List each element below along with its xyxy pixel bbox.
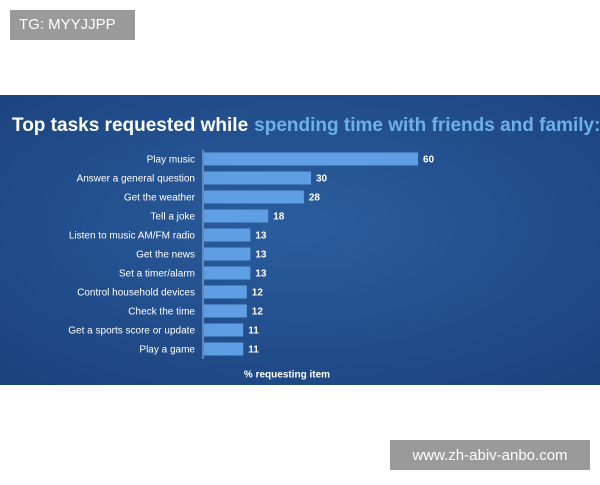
bar: [204, 152, 418, 166]
bar: [204, 266, 251, 280]
category-label: Get the news: [136, 250, 195, 261]
category-label: Tell a joke: [151, 212, 196, 223]
bar: [204, 171, 311, 185]
category-label: Answer a general question: [77, 174, 195, 185]
title-part: spending time with friends and family:: [254, 115, 600, 136]
bar: [204, 342, 244, 356]
value-label: 13: [255, 269, 267, 280]
watermark-box: [10, 10, 135, 40]
value-label: 30: [316, 174, 328, 185]
category-label: Check the time: [128, 307, 195, 318]
bar: [204, 190, 304, 204]
bar: [204, 247, 251, 261]
category-label: Set a timer/alarm: [119, 269, 195, 280]
category-label: Play music: [147, 155, 195, 166]
title-part: Top tasks requested while: [12, 115, 248, 136]
category-label: Play a game: [139, 345, 195, 356]
chart-title: Top tasks requested while spending time w…: [12, 115, 600, 136]
watermark-box: [390, 440, 590, 470]
value-label: 11: [248, 326, 259, 337]
category-label: Get the weather: [124, 193, 196, 204]
value-label: 11: [248, 345, 259, 356]
bar: [204, 323, 244, 337]
value-label: 13: [255, 250, 267, 261]
watermark-text: TG: MYYJJPP: [19, 16, 116, 33]
x-axis-label: % requesting item: [244, 370, 330, 381]
category-label: Get a sports score or update: [68, 326, 195, 337]
bar: [204, 209, 269, 223]
value-label: 28: [309, 193, 321, 204]
bar: [204, 285, 247, 299]
category-label: Control household devices: [77, 288, 195, 299]
chart-panel: [0, 95, 600, 385]
value-label: 12: [252, 307, 264, 318]
category-label: Listen to music AM/FM radio: [69, 231, 196, 242]
watermark-text: www.zh-abiv-anbo.com: [411, 447, 567, 464]
bar: [204, 228, 251, 242]
value-label: 60: [423, 155, 435, 166]
value-label: 13: [255, 231, 267, 242]
bar: [204, 304, 247, 318]
value-label: 12: [252, 288, 264, 299]
value-label: 18: [273, 212, 285, 223]
